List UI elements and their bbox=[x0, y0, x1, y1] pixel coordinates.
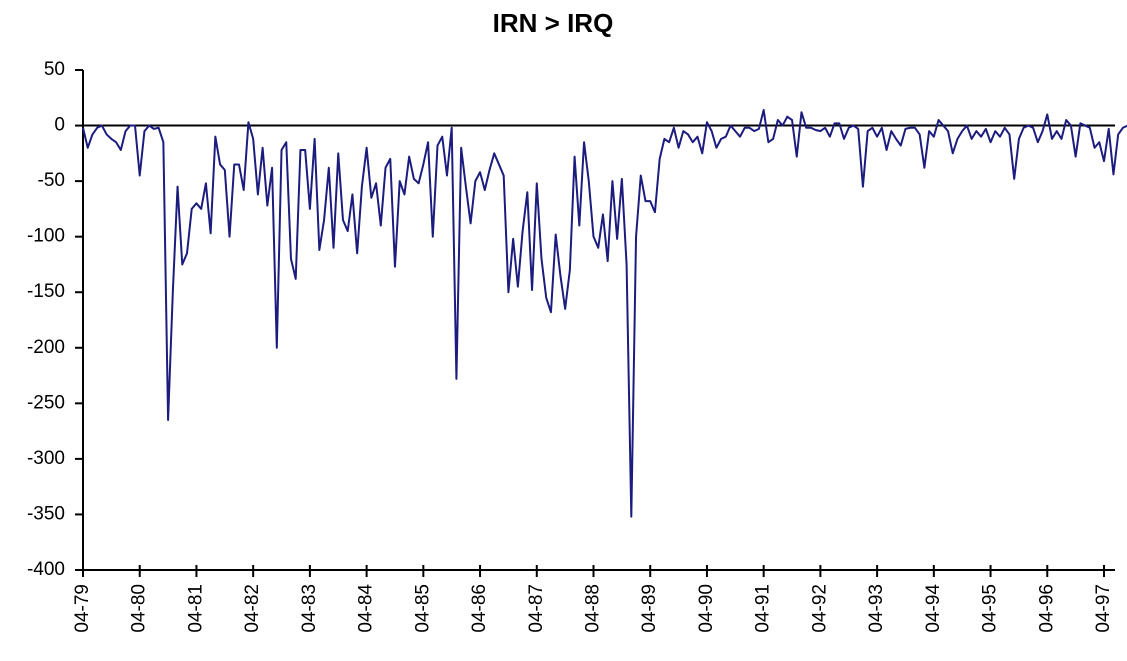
x-tick-label: 04-79 bbox=[72, 584, 93, 633]
x-tick-label: 04-80 bbox=[129, 584, 150, 633]
chart-title: IRN > IRQ bbox=[493, 8, 614, 38]
x-tick-label: 04-81 bbox=[185, 584, 206, 633]
x-tick-label: 04-86 bbox=[469, 584, 490, 633]
y-tick-label: -250 bbox=[27, 392, 65, 413]
x-tick-label: 04-88 bbox=[583, 584, 604, 633]
x-tick-label: 04-93 bbox=[866, 584, 887, 633]
data-line bbox=[82, 109, 1127, 518]
x-tick-label: 04-89 bbox=[639, 584, 660, 633]
y-tick-label: 0 bbox=[54, 115, 65, 136]
y-tick-label: -200 bbox=[27, 337, 65, 358]
y-tick-label: -400 bbox=[27, 559, 65, 580]
x-tick-label: 04-97 bbox=[1093, 584, 1114, 633]
y-tick-label: -150 bbox=[27, 281, 65, 302]
y-tick-label: -350 bbox=[27, 503, 65, 524]
y-tick-label: -100 bbox=[27, 226, 65, 247]
x-tick-label: 04-83 bbox=[299, 584, 320, 633]
x-tick-label: 04-85 bbox=[412, 584, 433, 633]
x-tick-label: 04-95 bbox=[980, 584, 1001, 633]
x-tick-label: 04-91 bbox=[753, 584, 774, 633]
x-tick-label: 04-87 bbox=[526, 584, 547, 633]
x-tick-label: 04-94 bbox=[923, 584, 944, 633]
x-tick-label: 04-82 bbox=[242, 584, 263, 633]
y-tick-label: 50 bbox=[44, 59, 65, 80]
y-tick-label: -300 bbox=[27, 448, 65, 469]
x-tick-label: 04-90 bbox=[696, 584, 717, 633]
x-tick-label: 04-92 bbox=[809, 584, 830, 633]
y-tick-label: -50 bbox=[38, 170, 65, 191]
x-tick-label: 04-84 bbox=[356, 584, 377, 633]
x-tick-label: 04-96 bbox=[1036, 584, 1057, 633]
